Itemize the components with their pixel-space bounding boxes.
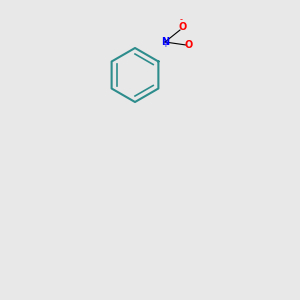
- Text: N: N: [161, 37, 169, 47]
- Text: +: +: [162, 41, 168, 47]
- Text: -: -: [180, 16, 183, 25]
- Text: O: O: [179, 22, 187, 32]
- Text: O: O: [185, 40, 193, 50]
